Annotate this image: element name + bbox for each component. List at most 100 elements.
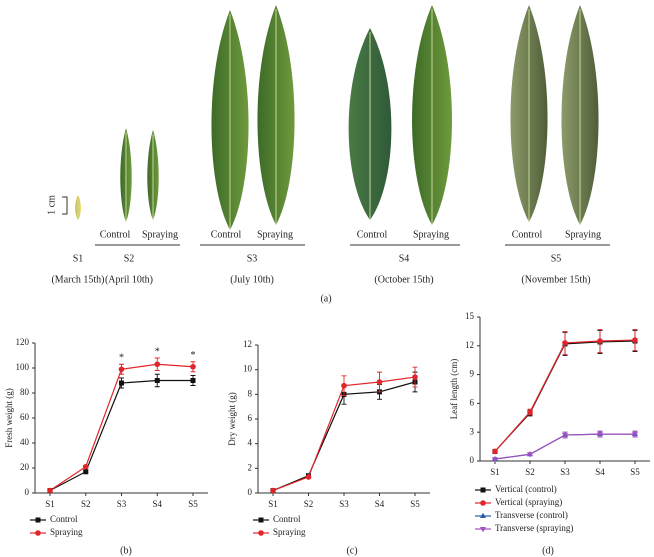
legend-label: Transverse (spraying) xyxy=(495,523,573,533)
y-tick-label: 100 xyxy=(16,362,30,372)
marker xyxy=(154,378,160,383)
x-tick-label: S1 xyxy=(268,499,278,509)
y-tick-label: 15 xyxy=(465,311,475,321)
significance-mark: * xyxy=(119,353,124,364)
marker xyxy=(597,432,603,438)
treatment-label: Spraying xyxy=(142,229,178,240)
marker xyxy=(118,366,125,373)
stage-name: S3 xyxy=(247,253,258,264)
x-tick-label: S5 xyxy=(188,499,198,509)
legend-label: Transverse (control) xyxy=(495,510,568,520)
axes xyxy=(257,345,430,494)
marker xyxy=(480,500,486,506)
x-tick-label: S2 xyxy=(304,499,314,509)
stage-date: (October 15th) xyxy=(374,274,433,285)
y-tick-label: 8 xyxy=(248,388,253,398)
panel-label: (c) xyxy=(346,545,357,556)
marker xyxy=(632,432,638,438)
y-tick-label: 6 xyxy=(248,413,253,423)
legend-label: Spraying xyxy=(50,527,83,537)
x-tick-label: S2 xyxy=(525,467,535,477)
treatment-label: Control xyxy=(100,229,131,240)
x-tick-label: S1 xyxy=(490,467,500,477)
y-tick-label: 3 xyxy=(470,426,475,436)
marker xyxy=(82,463,89,470)
y-tick-label: 4 xyxy=(248,438,253,448)
y-tick-label: 80 xyxy=(20,387,30,397)
marker xyxy=(527,409,533,415)
x-tick-label: S4 xyxy=(595,467,605,477)
treatment-label: Spraying xyxy=(565,229,601,240)
legend-label: Vertical (spraying) xyxy=(495,497,562,507)
marker xyxy=(35,530,41,536)
scale-bracket xyxy=(62,196,68,215)
panel-label: (b) xyxy=(120,545,132,556)
marker xyxy=(480,487,486,493)
x-tick-label: S4 xyxy=(152,499,162,509)
y-axis-label: Dry weight (g) xyxy=(227,392,237,446)
x-tick-label: S3 xyxy=(560,467,570,477)
y-tick-label: 0 xyxy=(25,487,30,497)
leaf-photos xyxy=(75,5,599,230)
stage-date: (April 10th) xyxy=(105,274,153,285)
marker xyxy=(412,374,418,380)
marker xyxy=(632,337,638,343)
marker xyxy=(83,469,89,475)
marker xyxy=(258,517,264,523)
y-tick-label: 12 xyxy=(465,340,474,350)
x-tick-label: S2 xyxy=(81,499,91,509)
treatment-label: Control xyxy=(211,229,242,240)
marker xyxy=(562,433,568,439)
panel-label: (d) xyxy=(542,545,554,556)
stage-name: S1 xyxy=(73,253,84,264)
marker xyxy=(341,382,347,389)
y-tick-label: 10 xyxy=(243,364,253,374)
y-tick-label: 20 xyxy=(20,462,30,472)
marker xyxy=(270,487,276,494)
legend-label: Vertical (control) xyxy=(495,484,557,494)
marker xyxy=(190,363,196,370)
treatment-label: Spraying xyxy=(413,229,449,240)
treatment-label: Spraying xyxy=(257,229,293,240)
y-axis-label: Leaf length (cm) xyxy=(449,359,459,419)
marker xyxy=(258,530,264,536)
y-tick-label: 120 xyxy=(16,337,30,347)
legend-label: Spraying xyxy=(273,527,306,537)
stage-date: (March 15th) xyxy=(51,274,104,285)
x-tick-label: S5 xyxy=(630,467,640,477)
marker xyxy=(597,338,603,344)
y-tick-label: 40 xyxy=(20,437,30,447)
marker xyxy=(527,452,533,458)
y-tick-label: 12 xyxy=(243,339,252,349)
x-tick-label: S4 xyxy=(375,499,385,509)
panel-label: (a) xyxy=(320,293,331,304)
y-tick-label: 60 xyxy=(20,412,30,422)
x-tick-label: S5 xyxy=(410,499,420,509)
y-tick-label: 2 xyxy=(248,462,253,472)
marker xyxy=(480,512,486,518)
significance-mark: * xyxy=(191,350,196,361)
marker xyxy=(154,361,161,368)
stage-name: S5 xyxy=(551,253,562,264)
treatment-label: Control xyxy=(512,229,543,240)
x-tick-label: S1 xyxy=(45,499,55,509)
stage-name: S4 xyxy=(399,253,410,264)
marker xyxy=(376,379,383,385)
stage-date: (November 15th) xyxy=(521,274,590,285)
marker xyxy=(480,527,486,533)
marker xyxy=(119,380,124,386)
y-tick-label: 6 xyxy=(470,397,475,407)
y-tick-label: 9 xyxy=(470,369,475,379)
legend-label: Control xyxy=(50,514,78,524)
significance-mark: * xyxy=(155,346,160,357)
marker xyxy=(492,457,498,463)
y-tick-label: 0 xyxy=(248,487,253,497)
marker xyxy=(492,448,498,455)
x-tick-label: S3 xyxy=(339,499,349,509)
treatment-label: Control xyxy=(357,229,388,240)
y-axis-label: Fresh weight (g) xyxy=(4,388,14,448)
marker xyxy=(190,378,196,383)
series-line xyxy=(49,379,193,492)
scale-label: 1 cm xyxy=(46,195,57,215)
